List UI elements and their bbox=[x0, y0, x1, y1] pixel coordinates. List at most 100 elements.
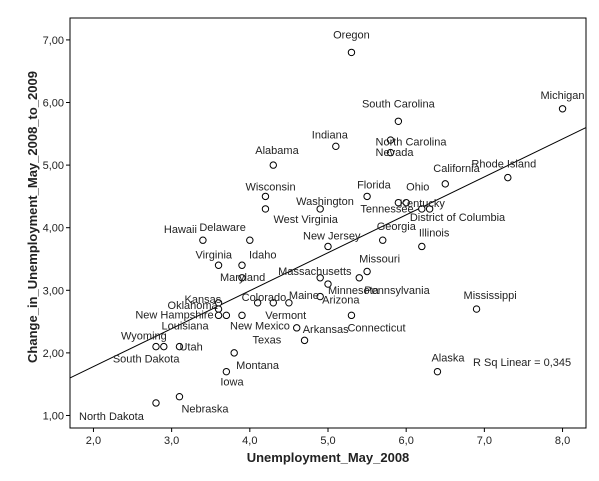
point-label: Indiana bbox=[312, 129, 349, 141]
data-point bbox=[332, 142, 340, 151]
data-point bbox=[386, 148, 395, 157]
point-label: Alabama bbox=[255, 145, 299, 157]
data-point bbox=[324, 280, 332, 288]
plot-area bbox=[69, 17, 587, 429]
point-label: Hawaii bbox=[164, 224, 197, 236]
x-tick-label: 2,0 bbox=[86, 435, 101, 447]
data-point bbox=[199, 236, 207, 244]
data-point bbox=[347, 311, 356, 320]
data-point bbox=[324, 242, 332, 251]
data-point bbox=[402, 198, 410, 207]
point-label: Nebraska bbox=[181, 404, 229, 416]
data-point bbox=[394, 117, 403, 125]
point-label: Utah bbox=[179, 342, 202, 354]
data-point bbox=[222, 311, 231, 320]
data-point bbox=[433, 367, 442, 376]
point-label: Maine bbox=[289, 290, 319, 302]
data-point bbox=[261, 205, 270, 213]
point-label: Maryland bbox=[220, 272, 265, 284]
point-label: Arizona bbox=[322, 295, 360, 307]
point-label: North Dakota bbox=[79, 411, 145, 423]
point-label: Colorado bbox=[242, 292, 287, 304]
data-point bbox=[285, 299, 293, 307]
point-label: Missouri bbox=[359, 254, 400, 266]
y-tick-label: 7,00 bbox=[43, 35, 64, 47]
point-label: New Hampshire bbox=[135, 309, 213, 321]
x-tick-label: 7,0 bbox=[477, 435, 492, 447]
point-label: Montana bbox=[236, 360, 280, 372]
y-tick-label: 6,00 bbox=[43, 98, 64, 110]
point-label: Michigan bbox=[541, 90, 585, 102]
points-layer bbox=[152, 48, 567, 407]
data-point bbox=[300, 336, 309, 345]
point-label: Virginia bbox=[196, 249, 233, 261]
point-label: Kentucky bbox=[400, 198, 446, 210]
point-label: Connecticut bbox=[347, 322, 405, 334]
x-axis-title: Unemployment_May_2008 bbox=[247, 450, 410, 465]
data-point bbox=[230, 349, 238, 357]
point-label: Rhode Island bbox=[471, 159, 536, 171]
point-label: Minnesota bbox=[328, 285, 380, 297]
data-point bbox=[238, 274, 246, 282]
data-point bbox=[246, 236, 254, 244]
point-label: Florida bbox=[357, 179, 392, 191]
point-label: Texas bbox=[253, 334, 282, 346]
x-axis-ticks: 2,0 3,0 4,0 5,0 6,0 7,0 8,0 bbox=[86, 428, 570, 447]
labels-layer: Oregon Michigan South Carolina Indiana North… bbox=[79, 29, 585, 423]
data-point bbox=[418, 242, 426, 251]
data-point bbox=[175, 393, 184, 401]
data-point bbox=[316, 274, 324, 282]
point-label: North Carolina bbox=[376, 137, 448, 149]
y-tick-label: 3,00 bbox=[43, 285, 64, 297]
data-point bbox=[379, 236, 387, 244]
point-label: Arkansas bbox=[303, 324, 349, 336]
data-point bbox=[394, 198, 403, 207]
point-label: Tennessee bbox=[360, 204, 413, 216]
point-label: Nevada bbox=[376, 147, 415, 159]
point-label: Idaho bbox=[249, 249, 277, 261]
y-axis-title: Change_in_Unemployment_May_2008_to_2009 bbox=[25, 71, 40, 363]
data-point bbox=[316, 292, 324, 301]
data-point bbox=[238, 311, 246, 320]
point-label: South Dakota bbox=[113, 354, 181, 366]
point-label: Louisiana bbox=[162, 320, 210, 332]
point-label: West Virginia bbox=[273, 214, 338, 226]
point-label: Iowa bbox=[220, 377, 244, 389]
point-label: Massachusetts bbox=[278, 266, 352, 278]
r-squared-annotation: R Sq Linear = 0,345 bbox=[473, 357, 571, 369]
data-point bbox=[418, 205, 426, 213]
y-tick-label: 5,00 bbox=[43, 160, 64, 172]
data-point bbox=[316, 205, 324, 213]
data-point bbox=[261, 192, 270, 201]
data-point bbox=[152, 342, 160, 351]
point-label: Kansas bbox=[185, 294, 222, 306]
point-label: Alaska bbox=[431, 353, 465, 365]
data-point bbox=[152, 399, 160, 407]
data-point bbox=[363, 267, 371, 276]
data-point bbox=[441, 180, 449, 188]
data-point bbox=[347, 48, 356, 57]
y-tick-label: 1,00 bbox=[43, 410, 64, 422]
point-label: New Jersey bbox=[303, 230, 361, 242]
data-point bbox=[269, 299, 277, 307]
point-label: Wisconsin bbox=[245, 181, 295, 193]
point-label: Oregon bbox=[333, 29, 370, 41]
data-point bbox=[425, 205, 434, 213]
linear-fit-line bbox=[69, 127, 587, 379]
data-point bbox=[558, 105, 567, 113]
data-point bbox=[222, 367, 231, 376]
data-point bbox=[355, 274, 363, 282]
data-point bbox=[386, 136, 395, 144]
point-label: Wyoming bbox=[121, 331, 167, 343]
data-point bbox=[293, 324, 301, 332]
point-label: Washington bbox=[296, 196, 354, 208]
point-label: District of Columbia bbox=[410, 212, 506, 224]
y-tick-label: 2,00 bbox=[43, 348, 64, 360]
point-label: California bbox=[433, 163, 480, 175]
data-point bbox=[214, 261, 223, 269]
point-label: Illinois bbox=[419, 227, 450, 239]
point-label: New Mexico bbox=[230, 320, 290, 332]
data-point bbox=[363, 192, 371, 201]
x-tick-label: 8,0 bbox=[555, 435, 570, 447]
